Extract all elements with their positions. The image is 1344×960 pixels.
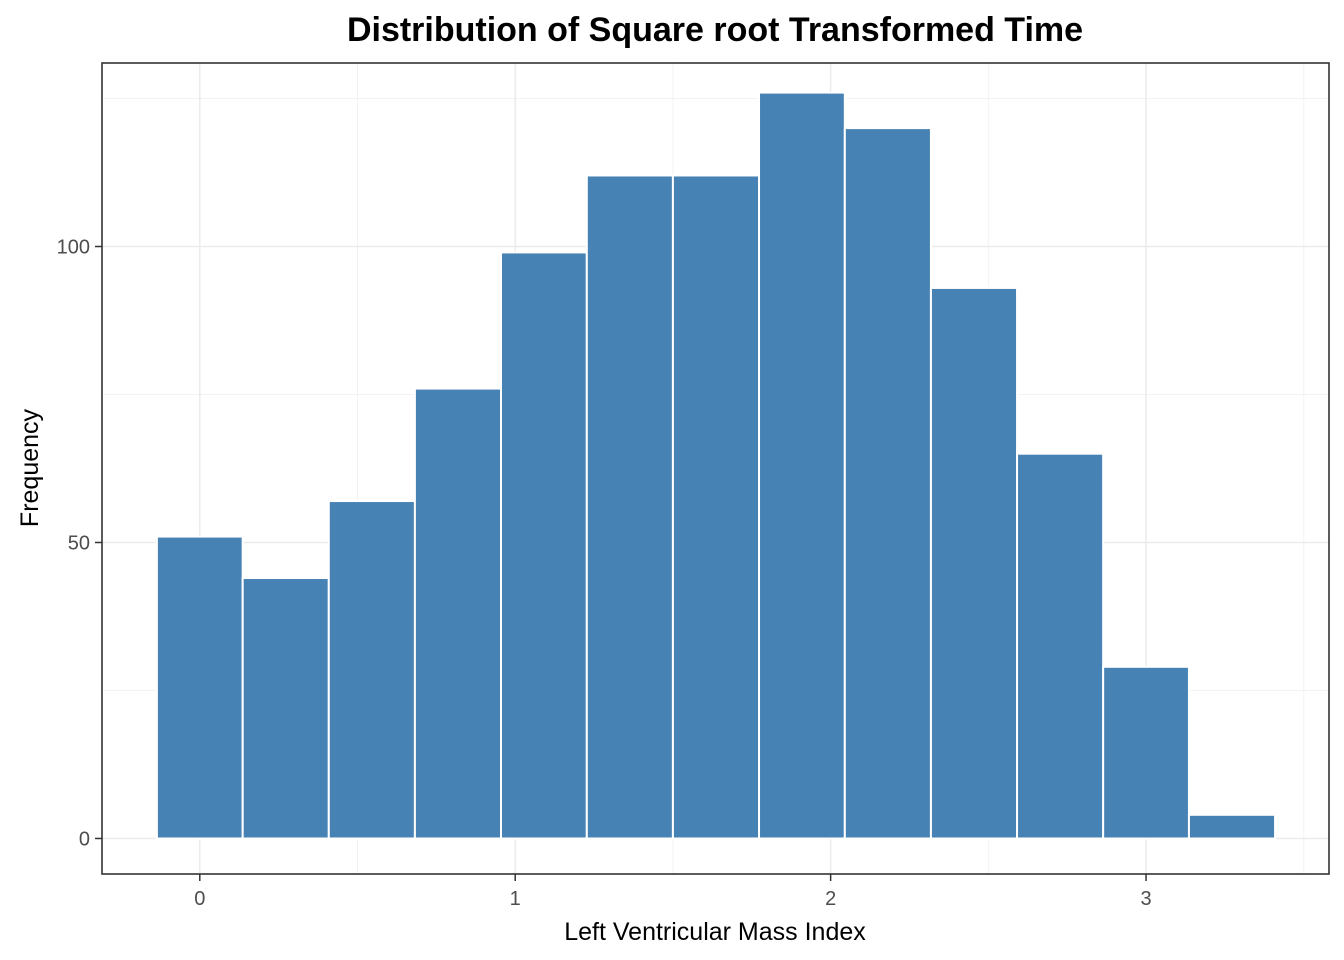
y-tick-label: 50 bbox=[68, 532, 90, 554]
histogram-bar-1 bbox=[155, 535, 244, 840]
histogram-bar-6 bbox=[585, 174, 674, 840]
x-axis-label: Left Ventricular Mass Index bbox=[564, 918, 866, 946]
histogram-bar-5 bbox=[500, 251, 588, 840]
x-tick-label: 3 bbox=[1140, 888, 1151, 910]
x-tick-label: 1 bbox=[510, 888, 521, 910]
histogram-bar-4 bbox=[413, 387, 503, 840]
histogram-bar-8 bbox=[758, 91, 846, 840]
histogram-bar-2 bbox=[241, 577, 330, 840]
x-tick-label: 2 bbox=[825, 888, 836, 910]
histogram-bar-10 bbox=[929, 286, 1019, 840]
histogram-bar-9 bbox=[843, 127, 932, 840]
x-tick-label: 0 bbox=[194, 888, 205, 910]
histogram-bar-12 bbox=[1102, 665, 1190, 840]
histogram-bar-13 bbox=[1187, 813, 1277, 840]
histogram-bar-11 bbox=[1016, 452, 1105, 840]
y-tick-label: 0 bbox=[79, 828, 90, 850]
panel-border bbox=[101, 62, 1330, 875]
histogram-bar-3 bbox=[327, 500, 416, 840]
y-tick-label: 100 bbox=[57, 237, 90, 259]
histogram-bar-7 bbox=[671, 174, 761, 840]
y-axis-label: Frequency bbox=[16, 408, 44, 527]
bars-layer bbox=[155, 91, 1277, 840]
ticks-layer: 0 1 2 3 0 50 100 bbox=[57, 237, 1152, 910]
chart-title: Distribution of Square root Transformed … bbox=[347, 11, 1083, 49]
